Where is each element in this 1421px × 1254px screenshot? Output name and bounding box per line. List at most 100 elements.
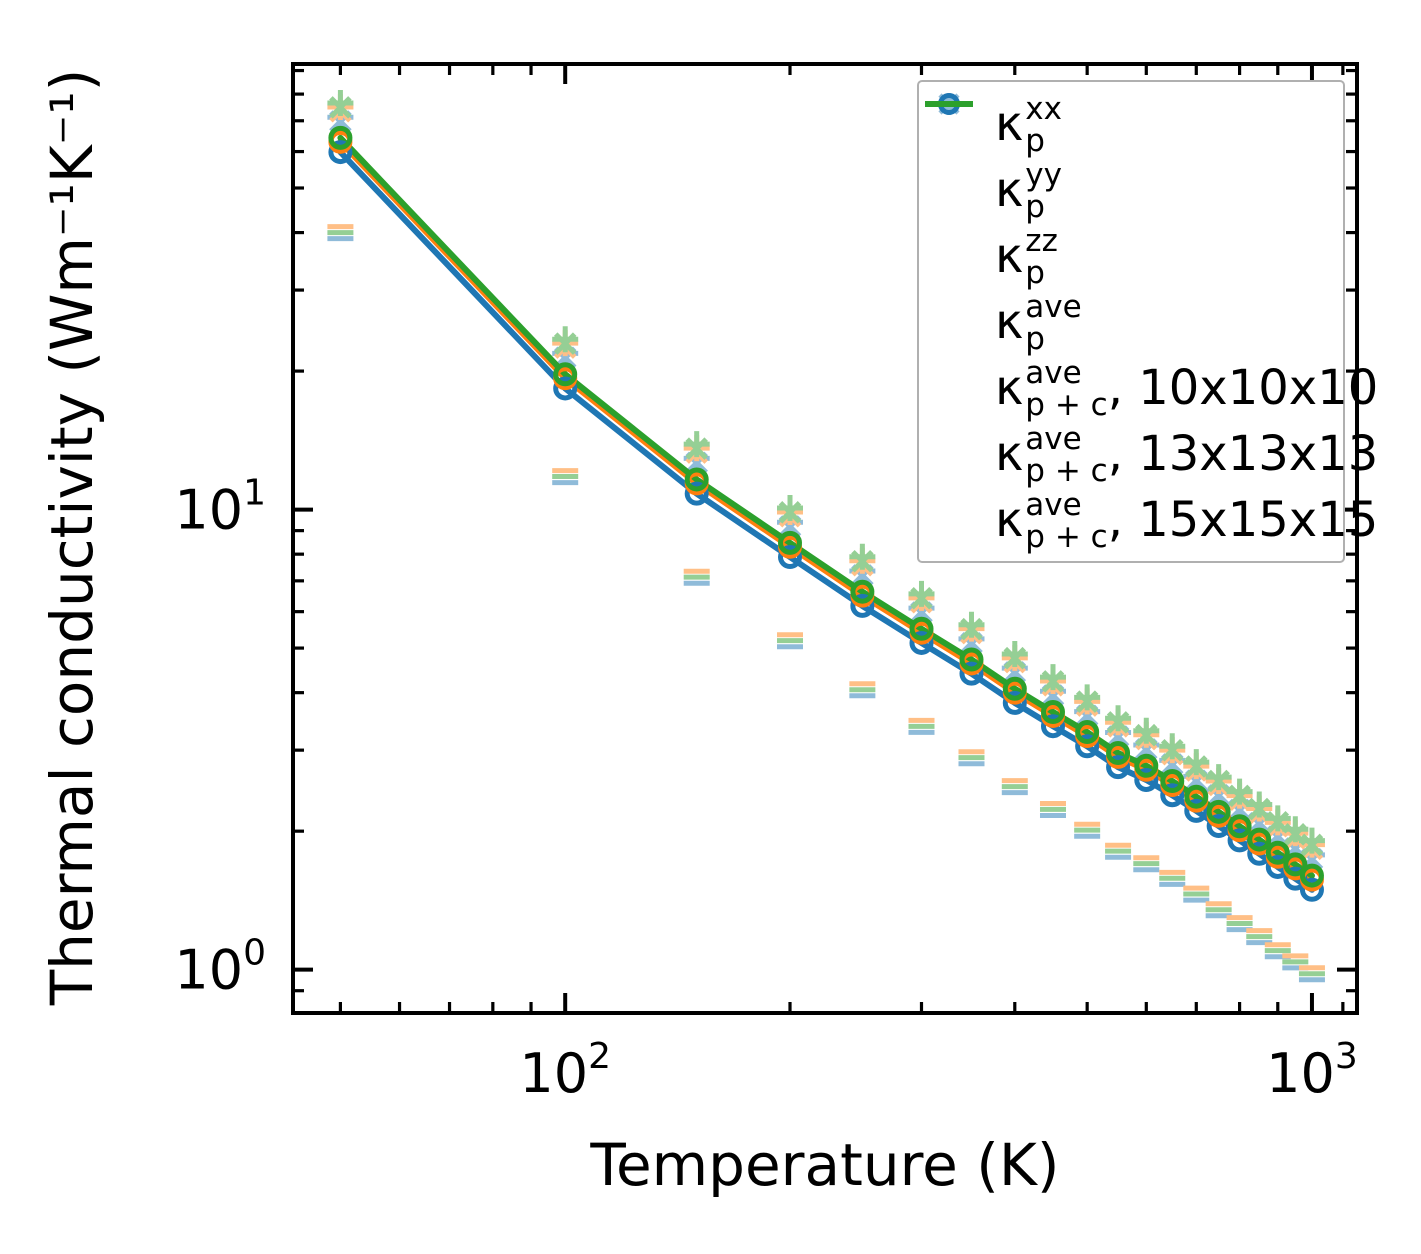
kappa-xx-plus-marker	[1298, 827, 1325, 854]
kappa-symbol: κ	[995, 359, 1024, 416]
kappa-ave-circle-marker	[850, 593, 875, 618]
kappa-ave-circle-marker	[1184, 784, 1209, 809]
kappa-xx-plus-marker	[1105, 705, 1132, 732]
kappa-ave-circle-marker	[328, 125, 353, 150]
kappa-ave-circle-marker	[1134, 753, 1159, 778]
kappa-superscript: zz	[1025, 222, 1058, 259]
kappa-yy-cross-marker	[1228, 784, 1251, 808]
x-tick-label: 102	[519, 1036, 611, 1105]
kappa-ave-line-15x15x15	[337, 134, 1315, 879]
kappa-ave-circle-marker	[1106, 740, 1131, 765]
kappa-yy-cross-marker	[553, 332, 577, 355]
kappa-xx-plus-marker	[1133, 717, 1160, 744]
legend-label: κ xx p	[995, 92, 1062, 159]
legend-label: κ ave p + c, 13x13x13	[995, 420, 1379, 489]
legend-item: κ zz p	[919, 101, 1343, 291]
kappa-ave-circle-marker	[1040, 714, 1065, 739]
kappa-xx-plus-marker	[327, 90, 354, 117]
kappa-yy-cross-marker	[1075, 690, 1099, 713]
kappa-ave-circle-marker	[777, 530, 802, 555]
legend-item: κ xx p	[919, 91, 1343, 157]
legend-label: κ yy p	[995, 158, 1062, 225]
y-tick-label: 100	[174, 933, 266, 1002]
kappa-yy-cross-marker	[778, 501, 802, 524]
legend-item: κ yy p	[919, 93, 1343, 225]
kappa-ave-circle-marker	[1227, 814, 1252, 839]
kappa-ave-circle-marker	[959, 661, 984, 686]
kappa-symbol: κ	[995, 491, 1024, 548]
kappa-xx-plus-marker	[1205, 764, 1232, 791]
kappa-symbol: κ	[995, 227, 1024, 284]
legend-item: κ ave p + c, 10x10x10	[919, 101, 1378, 421]
y-tick-label: 101	[174, 473, 266, 542]
kappa-ave-circle-marker	[328, 140, 353, 165]
kappa-ave-circle-marker	[1075, 734, 1100, 759]
kappa-ave-circle-marker	[1002, 690, 1027, 715]
kappa-ave-circle-marker	[909, 616, 934, 641]
kappa-symbol: κ	[995, 425, 1024, 482]
legend-item: κ ave p + c, 15x15x15	[919, 101, 1378, 553]
kappa-xx-plus-marker	[1282, 816, 1309, 843]
kappa-xx-plus-marker	[958, 611, 985, 638]
legend-label: κ ave p	[995, 290, 1082, 357]
kappa-ave-circle-marker	[959, 647, 984, 672]
kappa-yy-cross-marker	[1247, 797, 1271, 821]
x-axis-label: Temperature (K)	[590, 1131, 1060, 1199]
kappa-subscript: p + c	[1025, 386, 1108, 423]
kappa-yy-cross-marker	[960, 617, 983, 641]
kappa-subscript: p	[1025, 188, 1045, 225]
kappa-subscript: p	[1025, 320, 1045, 357]
kappa-ave-circle-marker	[1106, 755, 1131, 780]
legend-suffix: , 13x13x13	[1107, 425, 1379, 482]
kappa-yy-cross-marker	[1185, 755, 1208, 778]
legend-item: κ ave p	[919, 93, 1343, 357]
kappa-yy-cross-marker	[1041, 670, 1065, 693]
kappa-subscript: p	[1025, 122, 1045, 159]
kappa-yy-cross-marker	[1003, 646, 1027, 670]
legend-label: κ ave p + c, 15x15x15	[995, 488, 1379, 552]
kappa-ave-circle-marker	[1206, 799, 1231, 824]
legend-item: κ ave p + c, 13x13x13	[919, 101, 1378, 487]
legend-suffix: , 10x10x10	[1107, 359, 1379, 416]
legend-label: κ zz p	[995, 222, 1058, 291]
kappa-xx-plus-marker	[1183, 749, 1210, 776]
kappa-xx-plus-marker	[908, 580, 935, 607]
legend-label: κ ave p + c, 10x10x10	[995, 354, 1379, 423]
kappa-xx-plus-marker	[849, 543, 876, 570]
y-axis-label: Thermal conductivity (Wm⁻¹K⁻¹)	[38, 68, 106, 1006]
kappa-xx-plus-marker	[1039, 664, 1066, 691]
kappa-ave-circle-marker	[909, 630, 934, 655]
kappa-superscript: ave	[1025, 420, 1082, 457]
kappa-xx-plus-marker	[552, 326, 579, 353]
kappa-yy-cross-marker	[1135, 723, 1158, 747]
x-tick-label: 103	[1266, 1036, 1358, 1105]
kappa-ave-circle-marker	[684, 481, 709, 506]
kappa-ave-circle-marker	[1040, 699, 1065, 724]
kappa-subscript: p + c	[1025, 452, 1108, 489]
kappa-ave-circle-marker	[1160, 783, 1185, 808]
plot-border	[291, 62, 1359, 1015]
kappa-ave-circle-marker	[1002, 676, 1027, 701]
kappa-ave-circle-marker	[553, 362, 578, 387]
kappa-ave-circle-marker	[1184, 798, 1209, 823]
kappa-symbol: κ	[995, 95, 1024, 152]
kappa-xx-plus-marker	[776, 495, 803, 522]
kappa-xx-plus-marker	[1074, 684, 1101, 711]
kappa-subscript: p	[1025, 254, 1045, 291]
kappa-ave-circle-marker	[1134, 767, 1159, 792]
kappa-xx-plus-marker	[1001, 640, 1028, 667]
kappa-xx-plus-marker	[1226, 778, 1253, 805]
legend-line-icon	[925, 101, 973, 107]
kappa-ave-circle-marker	[1075, 720, 1100, 745]
kappa-ave-circle-marker	[684, 467, 709, 492]
kappa-ave-line-13x13x13	[337, 138, 1315, 883]
kappa-yy-cross-marker	[910, 586, 933, 610]
kappa-superscript: ave	[1025, 354, 1082, 391]
legend: κ xx p κ yy p κ zz p κ ave p κ ave p + c, 10x10x10 κ ave…	[917, 80, 1378, 563]
kappa-symbol: κ	[995, 293, 1024, 350]
kappa-xx-plus-marker	[1264, 805, 1291, 832]
kappa-yy-cross-marker	[329, 96, 352, 119]
kappa-yy-cross-marker	[1106, 711, 1130, 734]
kappa-symbol: κ	[995, 161, 1024, 218]
legend-suffix: , 15x15x15	[1107, 491, 1379, 548]
